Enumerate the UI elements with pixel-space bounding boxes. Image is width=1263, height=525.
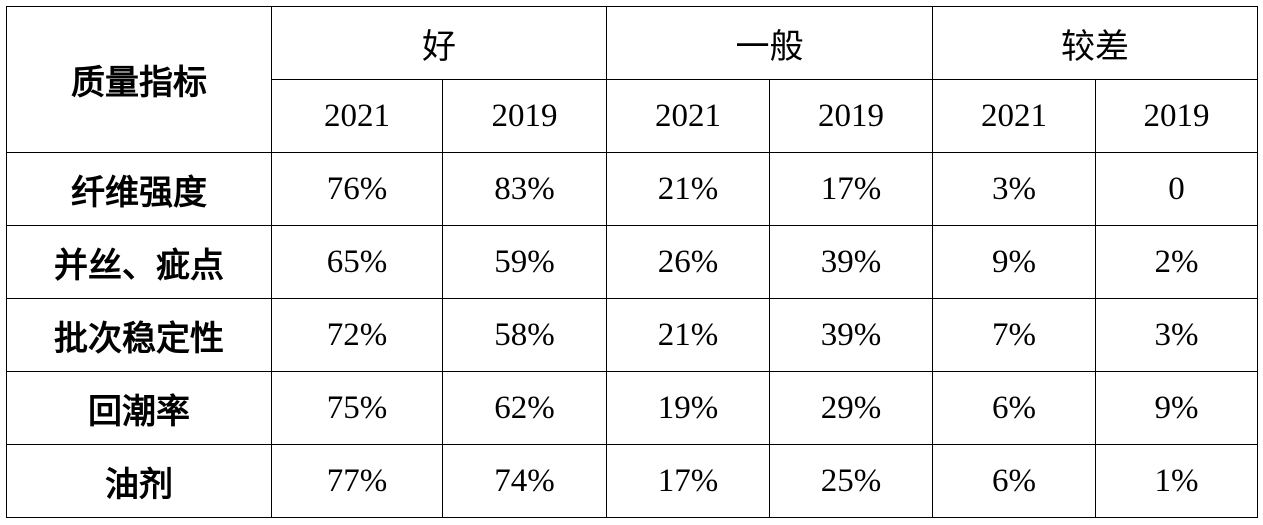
table-cell: 76% [271,152,443,226]
table-cell: 1% [1095,444,1258,518]
table-cell: 74% [442,444,607,518]
table-cell: 83% [442,152,607,226]
year-header: 2019 [1095,79,1258,153]
table-row: 批次稳定性 72% 58% 21% 39% 7% 3% [6,298,1258,372]
year-header: 2019 [769,79,933,153]
table-cell: 3% [1095,298,1258,372]
table-cell: 2% [1095,225,1258,299]
header-row-groups: 质量指标 好 一般 较差 [6,6,1258,153]
year-header: 2019 [442,79,607,153]
table-cell: 19% [606,371,770,445]
group-header-average: 一般 [606,6,933,80]
table-cell: 7% [932,298,1096,372]
row-label: 油剂 [6,444,272,518]
corner-label: 质量指标 [6,6,272,153]
group-header-poor: 较差 [932,6,1258,80]
table-cell: 39% [769,225,933,299]
table-row: 并丝、疵点 65% 59% 26% 39% 9% 2% [6,225,1258,299]
row-label: 回潮率 [6,371,272,445]
year-header: 2021 [932,79,1096,153]
table-cell: 3% [932,152,1096,226]
table-cell: 29% [769,371,933,445]
table-cell: 77% [271,444,443,518]
table-cell: 17% [606,444,770,518]
group-header-good: 好 [271,6,607,80]
table-row: 油剂 77% 74% 17% 25% 6% 1% [6,444,1258,518]
table-cell: 6% [932,371,1096,445]
table-cell: 65% [271,225,443,299]
table-cell: 39% [769,298,933,372]
table-cell: 9% [1095,371,1258,445]
table-row: 纤维强度 76% 83% 21% 17% 3% 0 [6,152,1258,226]
table-cell: 0 [1095,152,1258,226]
row-label: 纤维强度 [6,152,272,226]
table-cell: 9% [932,225,1096,299]
table-cell: 21% [606,152,770,226]
row-label: 并丝、疵点 [6,225,272,299]
quality-indicator-table: 质量指标 好 一般 较差 2021 2019 2021 2019 2021 20… [6,6,1258,518]
table-cell: 25% [769,444,933,518]
table-cell: 62% [442,371,607,445]
year-header: 2021 [271,79,443,153]
table-cell: 17% [769,152,933,226]
table-cell: 58% [442,298,607,372]
table-cell: 21% [606,298,770,372]
table-cell: 72% [271,298,443,372]
table-cell: 6% [932,444,1096,518]
table-cell: 59% [442,225,607,299]
table-cell: 26% [606,225,770,299]
row-label: 批次稳定性 [6,298,272,372]
table-row: 回潮率 75% 62% 19% 29% 6% 9% [6,371,1258,445]
year-header: 2021 [606,79,770,153]
table-cell: 75% [271,371,443,445]
